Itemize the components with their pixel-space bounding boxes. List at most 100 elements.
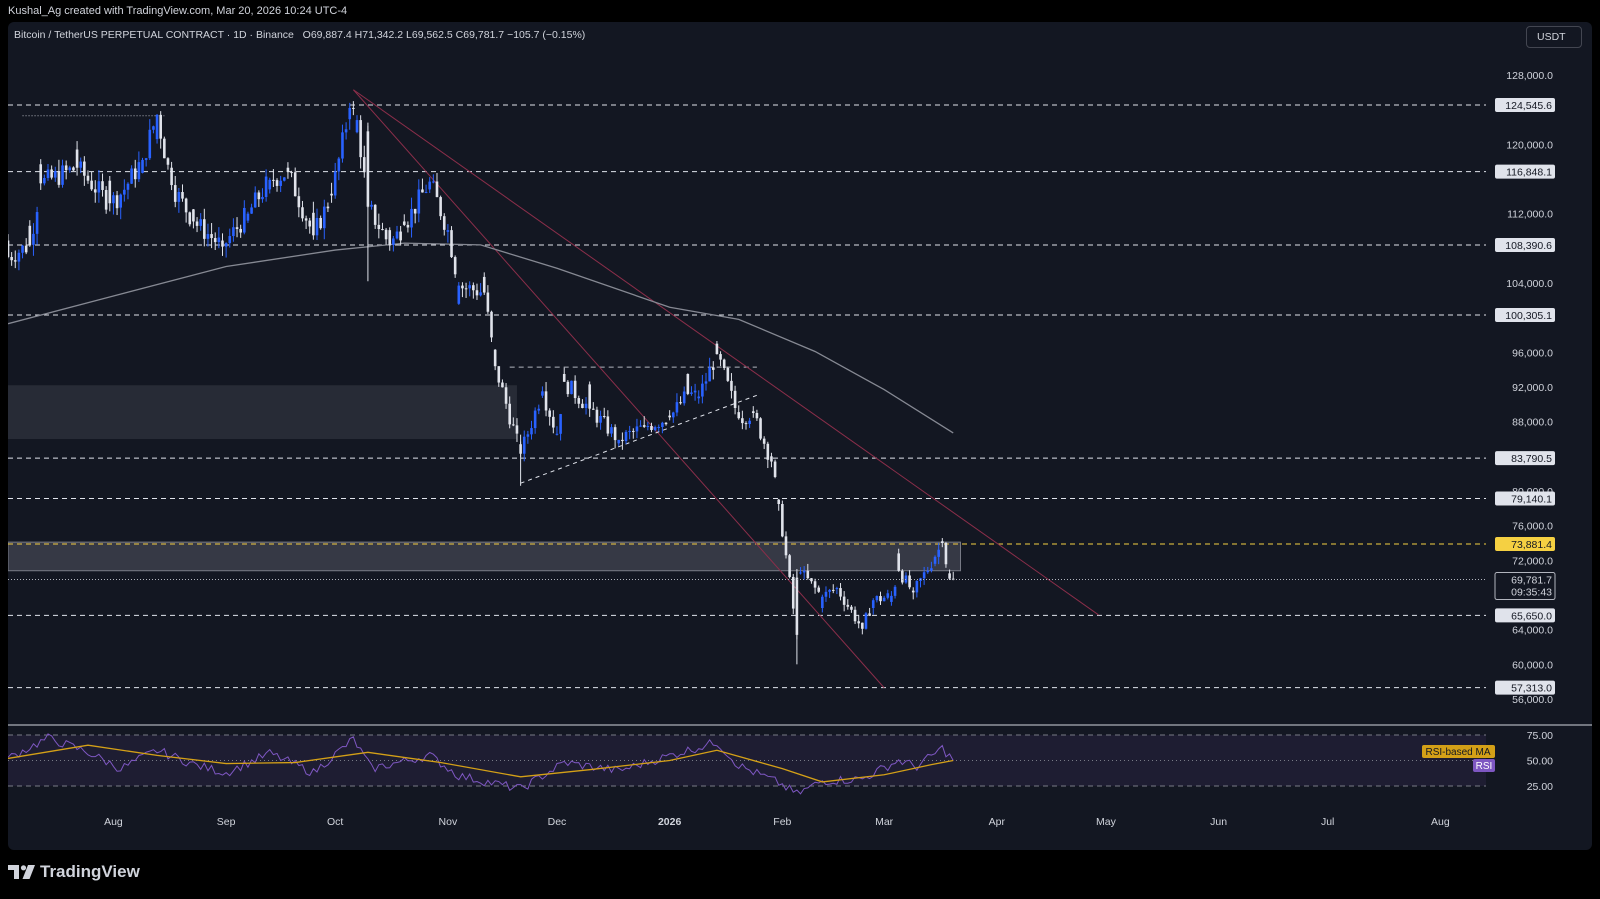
candle-body [333, 171, 337, 196]
candle-body [533, 410, 537, 429]
candle-body [123, 189, 126, 195]
candle-body [824, 591, 828, 597]
candle-body [577, 398, 581, 404]
candle-body [799, 572, 802, 574]
price-chart[interactable]: 128,000.0 120,000.0 112,000.0 104,000.0 96,0… [8, 22, 1592, 850]
candle-body [359, 120, 362, 158]
candle-body [432, 181, 435, 183]
candle-body [512, 424, 515, 426]
candle-body [831, 589, 835, 591]
time-axis-label: Aug [104, 816, 123, 828]
candle-body [497, 366, 501, 383]
candle-body [352, 107, 355, 109]
candle-body [504, 387, 508, 404]
candle-body [530, 428, 533, 435]
candle-body [203, 219, 206, 239]
candle-body [817, 587, 821, 592]
candle-body [428, 181, 432, 190]
candle-body [661, 422, 664, 428]
candle-body [737, 412, 741, 419]
candle-body [155, 114, 159, 140]
candle-body [791, 576, 795, 609]
candle-body [101, 181, 104, 190]
candle-body [642, 425, 646, 427]
level-label-box [1495, 97, 1555, 112]
candle-body [908, 575, 911, 588]
candle-body [206, 234, 210, 239]
candle-body [744, 423, 748, 425]
candle-body [177, 192, 181, 202]
candle-body [875, 596, 879, 601]
candle-body [548, 410, 551, 417]
attribution-bar: Kushal_Ag created with TradingView.com, … [0, 0, 1600, 22]
candle-body [381, 229, 384, 231]
candle-body [595, 409, 599, 423]
candle-body [75, 149, 79, 168]
time-axis-label: Sep [217, 816, 236, 828]
currency-button[interactable]: USDT [1526, 26, 1582, 48]
zone-rect [8, 385, 517, 439]
candle-body [475, 290, 479, 296]
candle-body [282, 177, 286, 181]
candle-body [457, 285, 461, 304]
candle-body [392, 238, 395, 245]
candle-body [221, 240, 224, 247]
price-tick-label: 104,000.0 [1506, 278, 1553, 290]
candle-body [410, 208, 413, 228]
candle-body [93, 189, 97, 193]
candle-body [57, 171, 61, 185]
candle-body [806, 570, 810, 579]
candle-body [602, 416, 606, 418]
level-label: 65,650.0 [1511, 610, 1552, 622]
candle-body [50, 169, 53, 178]
candle-body [522, 436, 526, 454]
candle-body [228, 236, 232, 244]
candle-body [388, 230, 392, 245]
level-label: 83,790.5 [1511, 453, 1552, 465]
candle-body [508, 403, 511, 425]
candle-body [173, 185, 177, 202]
level-label-box [1495, 237, 1555, 252]
candle-body [835, 588, 839, 590]
candle-body [79, 161, 83, 168]
price-tick-label: 128,000.0 [1506, 70, 1553, 82]
candle-body [293, 172, 297, 197]
moving-average-line [8, 242, 954, 434]
chart-panel[interactable]: 128,000.0 120,000.0 112,000.0 104,000.0 96,0… [8, 22, 1592, 850]
candle-body [301, 207, 304, 219]
candle-body [286, 167, 290, 173]
close-value: C69,781.7 [455, 29, 505, 41]
candle-body [901, 570, 904, 583]
candle-body [584, 403, 588, 409]
candle-body [192, 209, 195, 222]
level-label: 108,390.6 [1505, 240, 1552, 252]
candle-body [104, 189, 108, 210]
candle-body [617, 439, 621, 444]
candle-body [10, 257, 13, 261]
candle-body [322, 206, 326, 229]
rsi-legend-box [1473, 759, 1495, 772]
time-axis-label: Feb [773, 816, 791, 828]
candle-body [632, 430, 635, 432]
candle-body [108, 180, 112, 204]
price-tick-label: 88,000.0 [1512, 417, 1553, 429]
candle-body [159, 114, 162, 139]
candle-body [326, 206, 330, 209]
high-value: H71,342.2 [354, 29, 404, 41]
countdown-label: 09:35:43 [1511, 587, 1552, 599]
candle-body [490, 311, 493, 338]
time-axis-label: Jun [1210, 816, 1227, 828]
candle-body [770, 456, 773, 462]
candle-body [853, 609, 857, 622]
candle-body [897, 553, 900, 571]
candle-body [915, 581, 919, 593]
candle-body [755, 413, 759, 419]
candle-body [762, 438, 766, 444]
candle-body [224, 243, 228, 247]
candle-body [588, 384, 591, 409]
trendline [520, 393, 761, 484]
candle-body [384, 229, 388, 240]
candle-body [446, 230, 450, 232]
candle-body [544, 391, 548, 411]
candle-body [32, 233, 35, 245]
